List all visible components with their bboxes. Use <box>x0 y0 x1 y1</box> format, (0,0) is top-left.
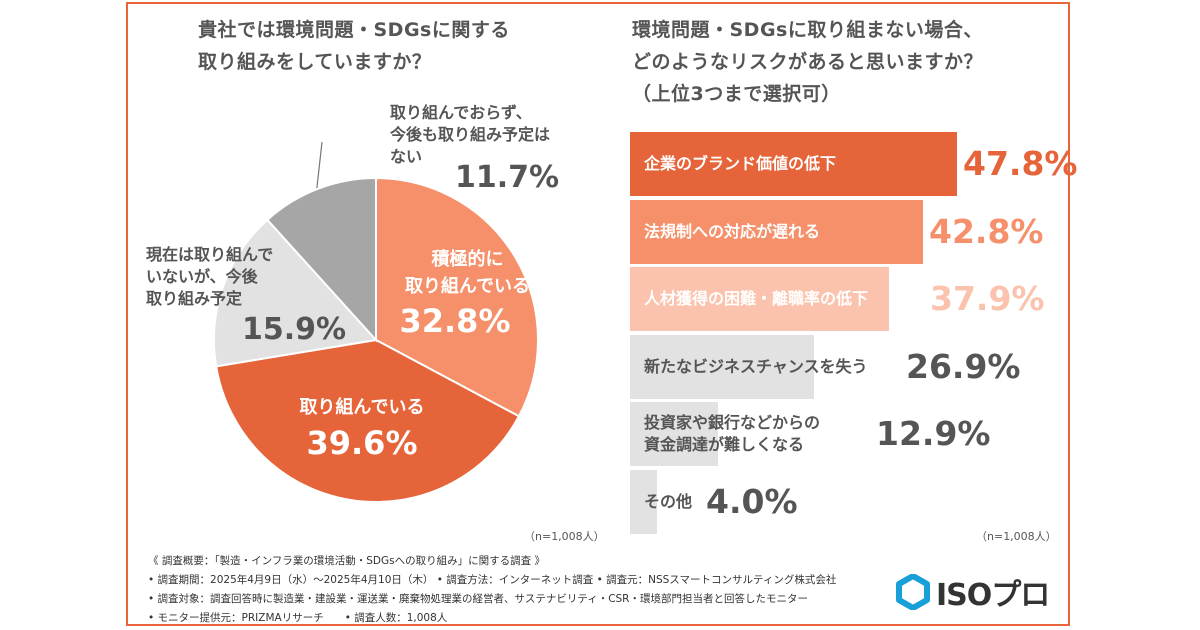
bar-row: 法規制への対応が遅れる 42.8% <box>630 200 1070 264</box>
pie-value-planned: 15.9% <box>242 312 347 347</box>
pie-value-active-proactive: 32.8% <box>399 302 511 340</box>
bar-row: その他 4.0% <box>630 470 1070 534</box>
bar <box>630 267 889 331</box>
bar <box>630 132 957 196</box>
left-title-line2: 取り組みをしていますか？ <box>198 51 432 73</box>
survey-title: 《 調査概要：「製造・インフラ業の環境活動・SDGsへの取り組み」に関する調査 … <box>148 555 545 567</box>
bar-value-label: 47.8% <box>963 144 1078 183</box>
hexagon-logo-icon <box>896 574 930 610</box>
left-title-line1: 貴社では環境問題・SDGsに関する <box>198 19 510 41</box>
isopro-logo: ISOプロ <box>896 572 1050 613</box>
bar-value-label: 42.8% <box>929 212 1044 251</box>
right-title-line3: （上位3つまで選択可） <box>632 83 841 105</box>
pie-slice-active <box>215 338 521 503</box>
bar-label: 新たなビジネスチャンスを失う <box>644 357 868 376</box>
bar-value-label: 26.9% <box>906 347 1021 386</box>
pie-value-active: 39.6% <box>306 424 418 462</box>
pie-slice-not-planned <box>265 176 377 343</box>
bar <box>630 335 814 399</box>
bar-row: 新たなビジネスチャンスを失う 26.9% <box>630 335 1070 399</box>
bar-label: 法規制への対応が遅れる <box>644 222 821 241</box>
bar-label: 投資家や銀行などからの 資金調達が難しくなる <box>644 413 821 454</box>
bar-value-label: 37.9% <box>930 279 1045 318</box>
right-title-line2: どのようなリスクがあると思いますか？ <box>632 51 984 73</box>
bar-value-label: 4.0% <box>706 482 798 521</box>
right-n-note: （n=1,008人） <box>976 530 1057 543</box>
bar <box>630 470 657 534</box>
pie-label-active-proactive: 積極的に 取り組んでいる <box>404 249 531 297</box>
pie-label-not-planned: 取り組んでおらず、 今後も取り組み予定は ない <box>390 103 551 166</box>
survey-period: • 調査期間：2025年4月9日（水）～2025年4月10日（木） • 調査方法… <box>148 574 837 586</box>
bar-row: 投資家や銀行などからの 資金調達が難しくなる 12.9% <box>630 402 1070 466</box>
pie-slice-planned <box>213 218 378 368</box>
bar-value-label: 12.9% <box>876 414 991 453</box>
survey-provider: • モニター提供元：PRIZMAリサーチ • 調査人数：1,008人 <box>148 612 448 624</box>
survey-target: • 調査対象：調査回答時に製造業・建設業・運送業・廃棄物処理業の経営者、サステナ… <box>148 593 808 605</box>
left-n-note: （n=1,008人） <box>524 530 605 543</box>
leader-line-not-planned <box>315 141 323 197</box>
bar <box>630 200 923 264</box>
bar <box>630 402 718 466</box>
pie-value-not-planned: 11.7% <box>455 160 560 195</box>
bar-label: 企業のブランド価値の低下 <box>644 154 837 173</box>
bar-label: その他 <box>644 492 693 511</box>
survey-summary: 《 調査概要：「製造・インフラ業の環境活動・SDGsへの取り組み」に関する調査 … <box>148 552 836 628</box>
bar-row: 人材獲得の困難・離職率の低下 37.9% <box>630 267 1070 331</box>
logo-text: ISOプロ <box>936 578 1050 613</box>
right-title-line1: 環境問題・SDGsに取り組まない場合、 <box>632 19 983 41</box>
bar-label: 人材獲得の困難・離職率の低下 <box>644 289 869 308</box>
pie-label-active: 取り組んでいる <box>299 397 425 418</box>
bar-row: 企業のブランド価値の低下 47.8% <box>630 132 1078 196</box>
pie-label-planned: 現在は取り組んで いないが、今後 取り組み予定 <box>146 245 274 308</box>
pie-slice-active-proactive <box>375 176 539 418</box>
